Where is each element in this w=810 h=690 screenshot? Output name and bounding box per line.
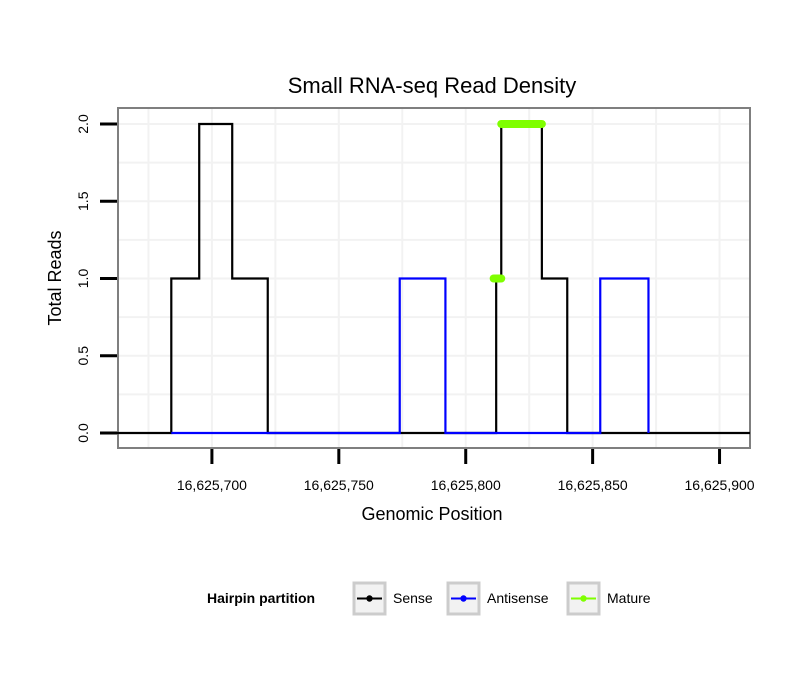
y-tick-label: 1.5 bbox=[75, 191, 91, 211]
legend-label: Mature bbox=[607, 590, 651, 606]
legend-key-dot bbox=[580, 595, 587, 602]
mature-layer bbox=[489, 120, 546, 283]
y-axis-label: Total Reads bbox=[45, 230, 65, 325]
x-axis-label: Genomic Position bbox=[361, 504, 502, 524]
legend: Hairpin partition Sense Antisense Mature bbox=[207, 581, 651, 616]
legend-item-mature: Mature bbox=[566, 581, 651, 616]
legend-key-dot bbox=[366, 595, 373, 602]
legend-item-antisense: Antisense bbox=[446, 581, 549, 616]
legend-label: Sense bbox=[393, 590, 433, 606]
legend-title: Hairpin partition bbox=[207, 590, 315, 606]
series-layer bbox=[110, 122, 750, 435]
legend-key-dot bbox=[460, 595, 467, 602]
grid-lines bbox=[119, 109, 749, 447]
x-tick-label: 16,625,750 bbox=[304, 477, 374, 493]
y-axis: 0.0 0.5 1.0 1.5 2.0 bbox=[75, 114, 117, 443]
x-axis: 16,625,700 16,625,750 16,625,800 16,625,850… bbox=[177, 449, 755, 493]
x-tick-label: 16,625,800 bbox=[431, 477, 501, 493]
y-tick-label: 0.0 bbox=[75, 423, 91, 443]
series-line-antisense bbox=[171, 277, 650, 435]
legend-label: Antisense bbox=[487, 590, 549, 606]
legend-item-sense: Sense bbox=[352, 581, 433, 616]
x-tick-label: 16,625,850 bbox=[558, 477, 628, 493]
x-tick-label: 16,625,700 bbox=[177, 477, 247, 493]
y-tick-label: 1.0 bbox=[75, 269, 91, 289]
chart-title: Small RNA-seq Read Density bbox=[288, 73, 577, 98]
y-tick-label: 0.5 bbox=[75, 346, 91, 366]
y-tick-label: 2.0 bbox=[75, 114, 91, 134]
x-tick-label: 16,625,900 bbox=[685, 477, 755, 493]
